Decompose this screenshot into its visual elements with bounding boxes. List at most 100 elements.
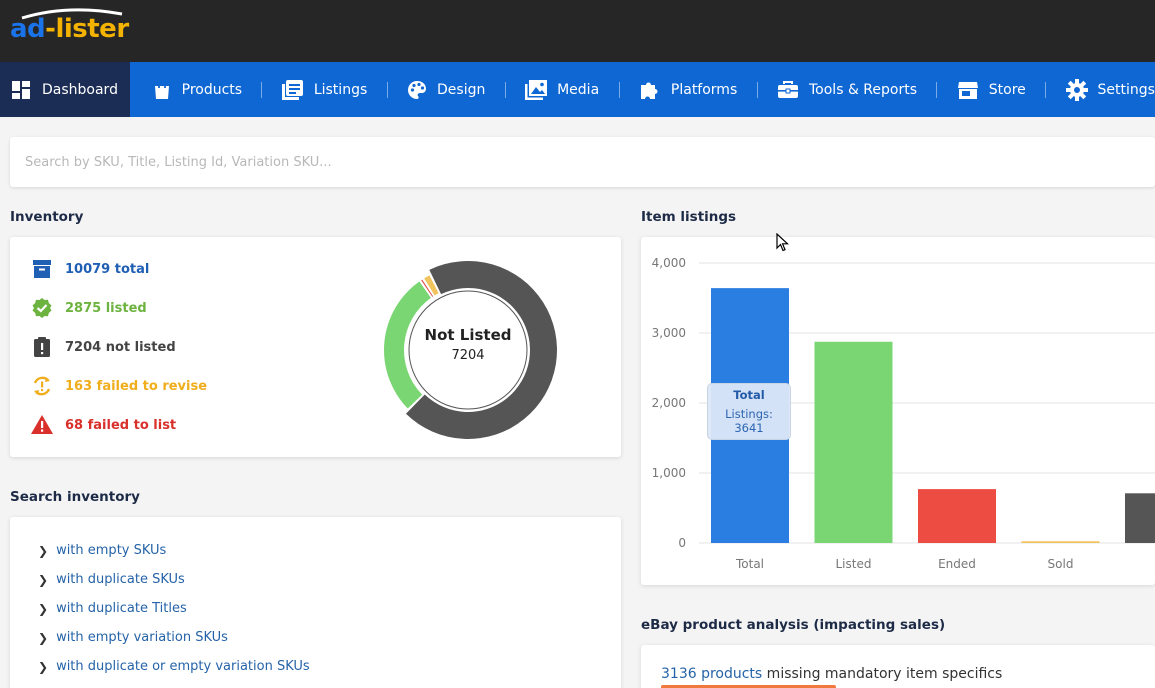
archive-icon bbox=[33, 260, 51, 278]
mouse-cursor-icon bbox=[776, 233, 790, 252]
nav-label-tools-reports: Tools & Reports bbox=[809, 81, 918, 98]
y-tick-label: 4,000 bbox=[652, 256, 686, 270]
chevron-right-icon: ❯ bbox=[38, 601, 49, 616]
x-tick-label: Ended bbox=[938, 557, 976, 571]
sync-alert-icon bbox=[33, 376, 51, 396]
nav-label-design: Design bbox=[437, 81, 486, 98]
listings-icon bbox=[281, 79, 303, 100]
y-tick-label: 2,000 bbox=[652, 396, 686, 410]
nav-item-design[interactable]: Design bbox=[407, 62, 485, 117]
donut-center-value: 7204 bbox=[451, 348, 485, 363]
nav-item-listings[interactable]: Listings bbox=[281, 62, 368, 117]
nav-separator bbox=[504, 81, 506, 98]
y-tick-label: 3,000 bbox=[652, 326, 686, 340]
inventory-total-label: 10079 total bbox=[65, 261, 150, 277]
link-label: with duplicate SKUs bbox=[56, 572, 185, 587]
check-badge-icon bbox=[32, 298, 52, 318]
missing-specifics-link[interactable]: 3136 products bbox=[661, 666, 763, 682]
nav-label-media: Media bbox=[557, 81, 600, 98]
nav-item-dashboard[interactable]: Dashboard bbox=[0, 62, 131, 117]
dashboard-icon bbox=[12, 80, 30, 99]
progress-bar bbox=[661, 685, 836, 688]
nav-label-products: Products bbox=[181, 81, 243, 98]
inventory-failed-revise-row[interactable]: 163 failed to revise bbox=[30, 374, 207, 398]
top-bar: ad-lister bbox=[0, 0, 1155, 62]
chevron-right-icon: ❯ bbox=[38, 572, 49, 587]
nav-item-platforms[interactable]: Platforms bbox=[639, 62, 737, 117]
inventory-not-listed-label: 7204 not listed bbox=[65, 339, 176, 355]
gear-icon bbox=[1065, 78, 1088, 101]
nav-label-listings: Listings bbox=[313, 81, 368, 98]
donut-inner-ring bbox=[408, 290, 528, 410]
chart-tooltip: Total Listings: 3641 bbox=[707, 383, 791, 440]
donut-segment-not-listed[interactable] bbox=[405, 261, 557, 439]
inventory-donut-chart bbox=[384, 261, 557, 439]
logo[interactable]: ad-lister bbox=[10, 14, 129, 44]
shopping-bag-icon bbox=[154, 80, 169, 99]
ebay-analysis-title: eBay product analysis (impacting sales) bbox=[641, 617, 946, 633]
link-label: with empty SKUs bbox=[56, 543, 167, 558]
link-label: with empty variation SKUs bbox=[56, 630, 228, 645]
nav-separator bbox=[1045, 81, 1047, 98]
inventory-failed-list-row[interactable]: 68 failed to list bbox=[30, 413, 176, 437]
ebay-analysis-card: 3136 products missing mandatory item spe… bbox=[641, 645, 1155, 688]
donut-center: Not Listed 7204 bbox=[418, 326, 518, 363]
chevron-right-icon: ❯ bbox=[38, 659, 49, 674]
donut-segment-failed-to-list[interactable] bbox=[421, 279, 434, 297]
search-input[interactable] bbox=[10, 137, 1155, 187]
ebay-analysis-line: 3136 products missing mandatory item spe… bbox=[661, 666, 1002, 682]
search-link-empty-variation-skus[interactable]: ❯ with empty variation SKUs bbox=[38, 630, 228, 645]
logo-lister: lister bbox=[55, 14, 129, 44]
bar-ended[interactable] bbox=[918, 489, 996, 543]
toolbox-icon bbox=[778, 80, 798, 98]
search-link-duplicate-titles[interactable]: ❯ with duplicate Titles bbox=[38, 601, 187, 616]
main-nav: Dashboard Products Listings Design Media… bbox=[0, 62, 1155, 117]
search-box bbox=[10, 137, 1155, 187]
search-link-duplicate-empty-variation-skus[interactable]: ❯ with duplicate or empty variation SKUs bbox=[38, 659, 310, 674]
inventory-card: 10079 total 2875 listed 7204 not listed … bbox=[10, 237, 621, 457]
palette-icon bbox=[408, 80, 426, 99]
inventory-title: Inventory bbox=[10, 209, 84, 225]
image-icon bbox=[525, 79, 548, 100]
warning-icon bbox=[31, 415, 53, 434]
inventory-not-listed-row[interactable]: 7204 not listed bbox=[30, 335, 176, 359]
donut-center-label: Not Listed bbox=[424, 326, 512, 344]
y-tick-label: 0 bbox=[678, 536, 686, 550]
inventory-listed-row[interactable]: 2875 listed bbox=[30, 296, 147, 320]
nav-item-products[interactable]: Products bbox=[152, 62, 242, 117]
inventory-failed-revise-label: 163 failed to revise bbox=[65, 378, 208, 394]
chevron-right-icon: ❯ bbox=[38, 543, 49, 558]
search-link-empty-skus[interactable]: ❯ with empty SKUs bbox=[38, 543, 166, 558]
inventory-failed-list-label: 68 failed to list bbox=[65, 417, 177, 433]
tooltip-text: Listings: 3641 bbox=[725, 407, 773, 435]
store-icon bbox=[957, 81, 978, 99]
nav-separator bbox=[756, 81, 758, 98]
nav-label-settings: Settings bbox=[1097, 81, 1155, 98]
clipboard-alert-icon bbox=[34, 337, 50, 357]
bar-listed[interactable] bbox=[814, 341, 893, 543]
nav-label-dashboard: Dashboard bbox=[42, 81, 118, 98]
inventory-total-row[interactable]: 10079 total bbox=[30, 257, 149, 281]
nav-label-platforms: Platforms bbox=[670, 81, 738, 98]
bar-sold[interactable] bbox=[1021, 541, 1100, 543]
search-inventory-card: ❯ with empty SKUs ❯ with duplicate SKUs ❯ w… bbox=[10, 517, 621, 688]
x-tick-label: Listed bbox=[836, 557, 872, 571]
inventory-listed-label: 2875 listed bbox=[65, 300, 147, 316]
nav-label-store: Store bbox=[988, 81, 1026, 98]
nav-separator bbox=[618, 81, 620, 98]
nav-separator bbox=[936, 81, 938, 98]
puzzle-icon bbox=[640, 82, 658, 99]
nav-item-store[interactable]: Store bbox=[957, 62, 1026, 117]
missing-specifics-text: missing mandatory item specifics bbox=[762, 666, 1003, 682]
nav-separator bbox=[261, 81, 263, 98]
donut-segment-failed-to-revise[interactable] bbox=[424, 275, 439, 296]
nav-item-tools-reports[interactable]: Tools & Reports bbox=[777, 62, 917, 117]
bar-no[interactable] bbox=[1125, 493, 1155, 543]
donut-segment-listed[interactable] bbox=[384, 281, 431, 409]
nav-item-settings[interactable]: Settings bbox=[1065, 62, 1155, 117]
item-listings-title: Item listings bbox=[641, 209, 737, 225]
nav-item-media[interactable]: Media bbox=[525, 62, 599, 117]
x-tick-label: Sold bbox=[1048, 557, 1074, 571]
search-link-duplicate-skus[interactable]: ❯ with duplicate SKUs bbox=[38, 572, 185, 587]
logo-dash: - bbox=[45, 14, 56, 44]
